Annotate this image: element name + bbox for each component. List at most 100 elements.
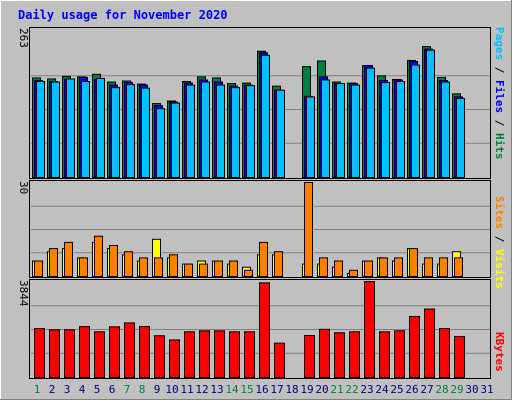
hits-bar-pages-day-17 xyxy=(276,89,285,178)
sites-bar-sites-day-11 xyxy=(184,263,193,278)
kbytes-bar-kbytes-day-3 xyxy=(64,329,75,378)
day-label-9: 9 xyxy=(154,383,161,396)
sites-bar-sites-day-13 xyxy=(214,260,223,277)
hits-panel: 263 Pages / Files / Hits xyxy=(17,27,506,179)
ylabel-sep-3: / xyxy=(493,229,506,249)
hits-bar-pages-day-15 xyxy=(246,85,255,178)
ylabel-sep-1: / xyxy=(493,60,506,80)
hits-bar-pages-day-6 xyxy=(111,87,120,178)
day-label-28: 28 xyxy=(435,383,448,396)
hits-bar-pages-day-1 xyxy=(36,81,45,178)
day-label-14: 14 xyxy=(225,383,239,396)
chart-title: Daily usage for November 2020 xyxy=(18,8,228,22)
sites-panel: 30 Sites / Visits xyxy=(17,180,506,289)
kbytes-bar-kbytes-day-10 xyxy=(169,339,180,379)
kbytes-bar-kbytes-day-9 xyxy=(154,335,165,378)
day-label-15: 15 xyxy=(240,383,253,396)
hits-bar-pages-day-19 xyxy=(306,96,315,178)
day-labels: 1 2 3 4 5 6 7 8 9 10 11 12 13 14 15 16 17 18 19 20 21 22 23 24 2… xyxy=(34,383,494,396)
sites-bar-sites-day-16 xyxy=(259,241,268,277)
day-label-25: 25 xyxy=(390,383,403,396)
ylabel-files: Files xyxy=(493,80,506,113)
sites-ymax-label: 30 xyxy=(17,181,30,194)
kbytes-ymax-label: 3844 xyxy=(17,280,30,307)
sites-bar-sites-day-9 xyxy=(154,257,163,277)
kbytes-bar-kbytes-day-6 xyxy=(109,326,120,379)
day-label-7: 7 xyxy=(124,383,131,396)
hits-bar-pages-day-24 xyxy=(381,82,390,178)
hits-bar-pages-day-13 xyxy=(216,84,225,178)
kbytes-bar-kbytes-day-12 xyxy=(199,330,210,378)
sites-bar-sites-day-28 xyxy=(439,257,448,277)
ylabel-sep-2: / xyxy=(493,113,506,133)
sites-bar-sites-day-14 xyxy=(229,260,238,277)
ylabel-hits: Hits xyxy=(493,133,506,160)
sites-bar-sites-day-1 xyxy=(34,260,43,277)
ylabel-sites: Sites xyxy=(493,196,506,229)
sites-bar-sites-day-12 xyxy=(199,263,208,278)
day-label-5: 5 xyxy=(94,383,101,396)
sites-bar-sites-day-3 xyxy=(64,241,73,277)
day-label-3: 3 xyxy=(64,383,71,396)
sites-bar-sites-day-4 xyxy=(79,257,88,277)
day-label-23: 23 xyxy=(360,383,373,396)
hits-bar-pages-day-28 xyxy=(441,81,450,178)
day-label-2: 2 xyxy=(49,383,56,396)
day-label-12: 12 xyxy=(195,383,208,396)
hits-ylabel: Pages / Files / Hits xyxy=(493,27,506,160)
day-label-27: 27 xyxy=(420,383,433,396)
kbytes-panel: 3844 KBytes xyxy=(17,279,506,379)
hits-ymax-label: 263 xyxy=(17,28,30,48)
hits-bar-pages-day-12 xyxy=(201,81,210,178)
hits-bar-pages-day-10 xyxy=(171,102,180,178)
kbytes-bar-kbytes-day-7 xyxy=(124,322,135,378)
kbytes-bar-kbytes-day-22 xyxy=(349,331,360,378)
kbytes-bar-kbytes-day-29 xyxy=(454,335,465,379)
hits-bar-pages-day-4 xyxy=(81,81,90,178)
day-label-16: 16 xyxy=(255,383,268,396)
sites-bar-sites-day-25 xyxy=(394,257,403,277)
day-label-29: 29 xyxy=(450,383,463,396)
sites-bar-sites-day-8 xyxy=(139,257,148,277)
kbytes-bar-kbytes-day-23 xyxy=(364,281,375,378)
hits-bar-pages-day-22 xyxy=(351,84,360,178)
day-label-24: 24 xyxy=(375,383,389,396)
sites-bar-sites-day-2 xyxy=(49,248,58,278)
sites-bar-sites-day-7 xyxy=(124,251,133,277)
hits-bar-pages-day-8 xyxy=(141,87,150,178)
day-label-19: 19 xyxy=(300,383,313,396)
kbytes-bar-kbytes-day-28 xyxy=(439,328,450,378)
hits-bar-pages-day-5 xyxy=(96,77,105,178)
sites-bar-sites-day-23 xyxy=(364,260,373,277)
sites-bar-sites-day-24 xyxy=(379,257,388,277)
day-label-22: 22 xyxy=(345,383,358,396)
sites-bar-sites-day-22 xyxy=(349,269,358,277)
sites-bar-sites-day-17 xyxy=(274,251,283,277)
kbytes-bar-kbytes-day-24 xyxy=(379,331,390,378)
day-label-1: 1 xyxy=(34,383,41,396)
sites-bar-sites-day-19 xyxy=(304,182,313,277)
kbytes-bar-kbytes-day-15 xyxy=(244,331,255,378)
hits-bar-pages-day-23 xyxy=(366,67,375,178)
day-label-26: 26 xyxy=(405,383,418,396)
hits-bar-pages-day-3 xyxy=(66,78,75,178)
ylabel-visits: Visits xyxy=(493,249,506,289)
hits-bar-pages-day-2 xyxy=(51,81,60,178)
sites-bar-sites-day-21 xyxy=(334,260,343,277)
day-label-4: 4 xyxy=(79,383,86,396)
hits-bar-pages-day-27 xyxy=(426,49,435,178)
kbytes-bar-kbytes-day-16 xyxy=(259,282,270,379)
sites-bar-sites-day-29 xyxy=(454,257,463,277)
hits-bar-pages-day-9 xyxy=(156,108,165,178)
kbytes-bar-kbytes-day-4 xyxy=(79,326,90,378)
kbytes-bar-kbytes-day-13 xyxy=(214,330,225,378)
day-label-10: 10 xyxy=(165,383,178,396)
hits-bar-pages-day-25 xyxy=(396,81,405,178)
sites-bar-sites-day-15 xyxy=(244,269,253,277)
ylabel-pages: Pages xyxy=(493,27,506,60)
kbytes-bar-kbytes-day-17 xyxy=(274,342,285,379)
kbytes-bar-kbytes-day-1 xyxy=(34,328,45,378)
hits-bar-pages-day-7 xyxy=(126,84,135,178)
kbytes-bar-kbytes-day-19 xyxy=(304,334,315,379)
